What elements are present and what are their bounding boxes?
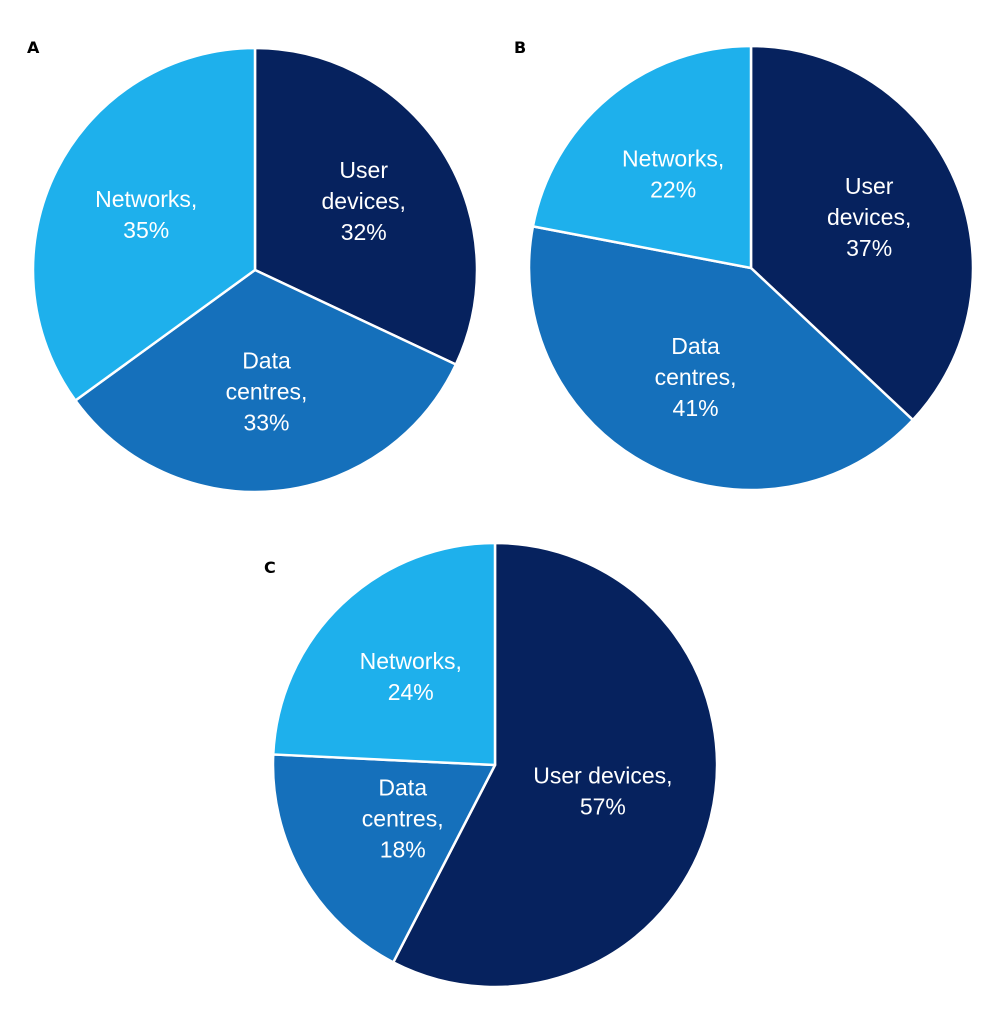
panel-label: B bbox=[514, 38, 526, 57]
slice-networks bbox=[531, 44, 753, 270]
slice-networks bbox=[31, 46, 257, 402]
data-label-data-centres: Data centres, 41% bbox=[655, 333, 737, 421]
slice-data-centres bbox=[271, 753, 497, 964]
pie-c: C User devices, 57% Data centres, 18% Networks… bbox=[264, 541, 719, 989]
slice-user-devices bbox=[253, 46, 479, 366]
data-label-networks: Networks, 35% bbox=[95, 186, 197, 243]
data-label-networks: Networks, 22% bbox=[622, 145, 724, 202]
panel-label: A bbox=[27, 38, 40, 57]
data-label-data-centres: Data centres, 33% bbox=[226, 348, 308, 436]
data-label-networks: Networks, 24% bbox=[360, 648, 462, 705]
panel-label: C bbox=[264, 558, 276, 577]
data-label-user-devices: User devices, 32% bbox=[322, 157, 406, 245]
slice-networks bbox=[272, 541, 497, 767]
data-label-data-centres: Data centres, 18% bbox=[362, 774, 444, 862]
slice-data-centres bbox=[74, 268, 458, 494]
data-label-user-devices: User devices, 57% bbox=[533, 763, 672, 820]
pie-b: B User devices, 37% Data centres, 41% Networks,… bbox=[514, 38, 975, 492]
slice-data-centres bbox=[527, 225, 915, 492]
pie-a: A User devices, 32% Data centres, 33% Networks,… bbox=[27, 38, 479, 494]
slice-user-devices bbox=[392, 541, 719, 989]
slice-user-devices bbox=[749, 44, 975, 422]
data-label-user-devices: User devices, 37% bbox=[827, 173, 911, 261]
